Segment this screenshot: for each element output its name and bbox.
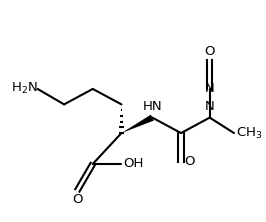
Text: N: N: [205, 100, 215, 113]
Text: O: O: [184, 155, 195, 168]
Polygon shape: [122, 115, 154, 133]
Text: HN: HN: [143, 100, 162, 113]
Text: OH: OH: [124, 157, 144, 170]
Text: CH$_3$: CH$_3$: [236, 125, 263, 141]
Text: O: O: [72, 193, 82, 206]
Text: O: O: [205, 45, 215, 58]
Text: H$_2$N: H$_2$N: [11, 81, 38, 97]
Text: N: N: [205, 82, 215, 95]
